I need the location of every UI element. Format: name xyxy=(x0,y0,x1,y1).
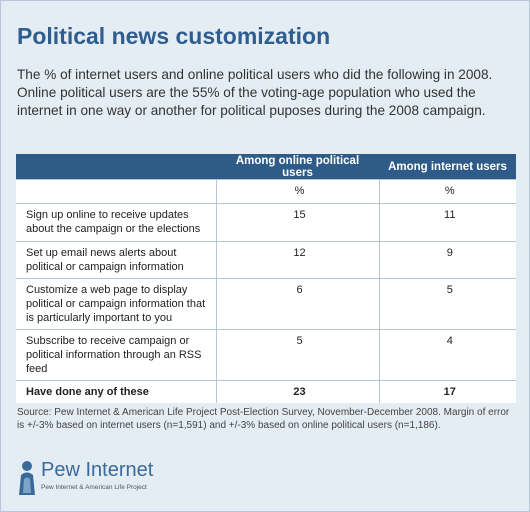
cell-value: 5 xyxy=(378,278,516,330)
table-row: Customize a web page to display politica… xyxy=(16,278,516,330)
cell-value: 17 xyxy=(378,380,516,403)
logo-icon xyxy=(19,461,35,495)
data-table: Among online political users Among intern… xyxy=(16,154,516,403)
table-row: Subscribe to receive campaign or politic… xyxy=(16,329,516,381)
cell-value: % xyxy=(378,179,516,204)
table-body: %% Sign up online to receive updates abou… xyxy=(16,179,516,403)
row-label xyxy=(16,179,216,204)
table-row: Set up email news alerts about political… xyxy=(16,241,516,279)
table-row: Have done any of these 23 17 xyxy=(16,380,516,403)
logo: Pew Internet Pew Internet & American Lif… xyxy=(15,457,215,501)
cell-value: 23 xyxy=(215,380,379,403)
row-label: Customize a web page to display politica… xyxy=(16,278,216,330)
row-label: Subscribe to receive campaign or politic… xyxy=(16,329,216,381)
cell-value: 5 xyxy=(215,329,379,381)
header-row: Among online political users Among intern… xyxy=(16,154,516,180)
source-note: Source: Pew Internet & American Life Pro… xyxy=(17,407,510,431)
cell-value: 6 xyxy=(215,278,379,330)
logo-name: Pew Internet xyxy=(41,459,154,481)
logo-tagline: Pew Internet & American Life Project xyxy=(41,484,147,491)
row-label: Sign up online to receive updates about … xyxy=(16,203,216,242)
cell-value: 11 xyxy=(378,203,516,242)
intro-text: The % of internet users and online polit… xyxy=(17,67,493,118)
cell-value: 15 xyxy=(215,203,379,242)
row-label: Set up email news alerts about political… xyxy=(16,241,216,279)
row-label: Have done any of these xyxy=(16,380,216,403)
column-header xyxy=(16,154,216,180)
column-header: Among internet users xyxy=(379,154,516,180)
title: Political news customization xyxy=(17,23,331,49)
cell-value: 12 xyxy=(215,241,379,279)
cell-value: % xyxy=(215,179,379,204)
cell-value: 4 xyxy=(378,329,516,381)
column-header: Among online political users xyxy=(216,154,379,180)
table-row: Sign up online to receive updates about … xyxy=(16,203,516,242)
cell-value: 9 xyxy=(378,241,516,279)
table-row: %% xyxy=(16,179,516,204)
